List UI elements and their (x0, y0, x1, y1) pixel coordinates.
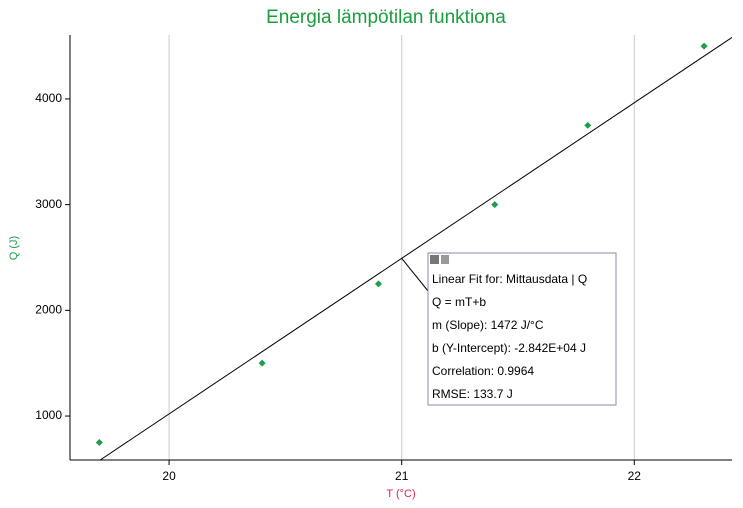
data-point (584, 121, 592, 129)
options-icon (441, 255, 449, 264)
data-point (491, 201, 499, 209)
y-tick-label: 1000 (35, 408, 62, 422)
data-point (95, 438, 103, 446)
x-tick-label: 20 (162, 469, 176, 483)
data-point (258, 359, 266, 367)
annotation-line: Correlation: 0.9964 (432, 364, 534, 378)
close-icon (430, 255, 439, 264)
y-tick-label: 2000 (35, 303, 62, 317)
x-tick-label: 21 (395, 469, 409, 483)
y-tick-label: 4000 (35, 91, 62, 105)
x-axis-label: T (°C) (386, 488, 415, 500)
y-tick-label: 3000 (35, 197, 62, 211)
data-point (374, 280, 382, 288)
annotation-line: m (Slope): 1472 J/°C (432, 318, 544, 332)
y-axis-label: Q (J) (8, 236, 20, 260)
annotation-line: Q = mT+b (432, 295, 486, 309)
chart-title: Energia lämpötilan funktiona (266, 7, 506, 28)
annotation-line: Linear Fit for: Mittausdata | Q (432, 272, 587, 286)
annotation-line: b (Y-Intercept): -2.842E+04 J (432, 341, 586, 355)
annotation-box (427, 252, 617, 406)
annotation-leader (401, 258, 429, 292)
data-point (700, 42, 708, 50)
fit-line (99, 36, 733, 461)
annotation-line: RMSE: 133.7 J (432, 387, 513, 401)
x-tick-label: 22 (628, 469, 642, 483)
